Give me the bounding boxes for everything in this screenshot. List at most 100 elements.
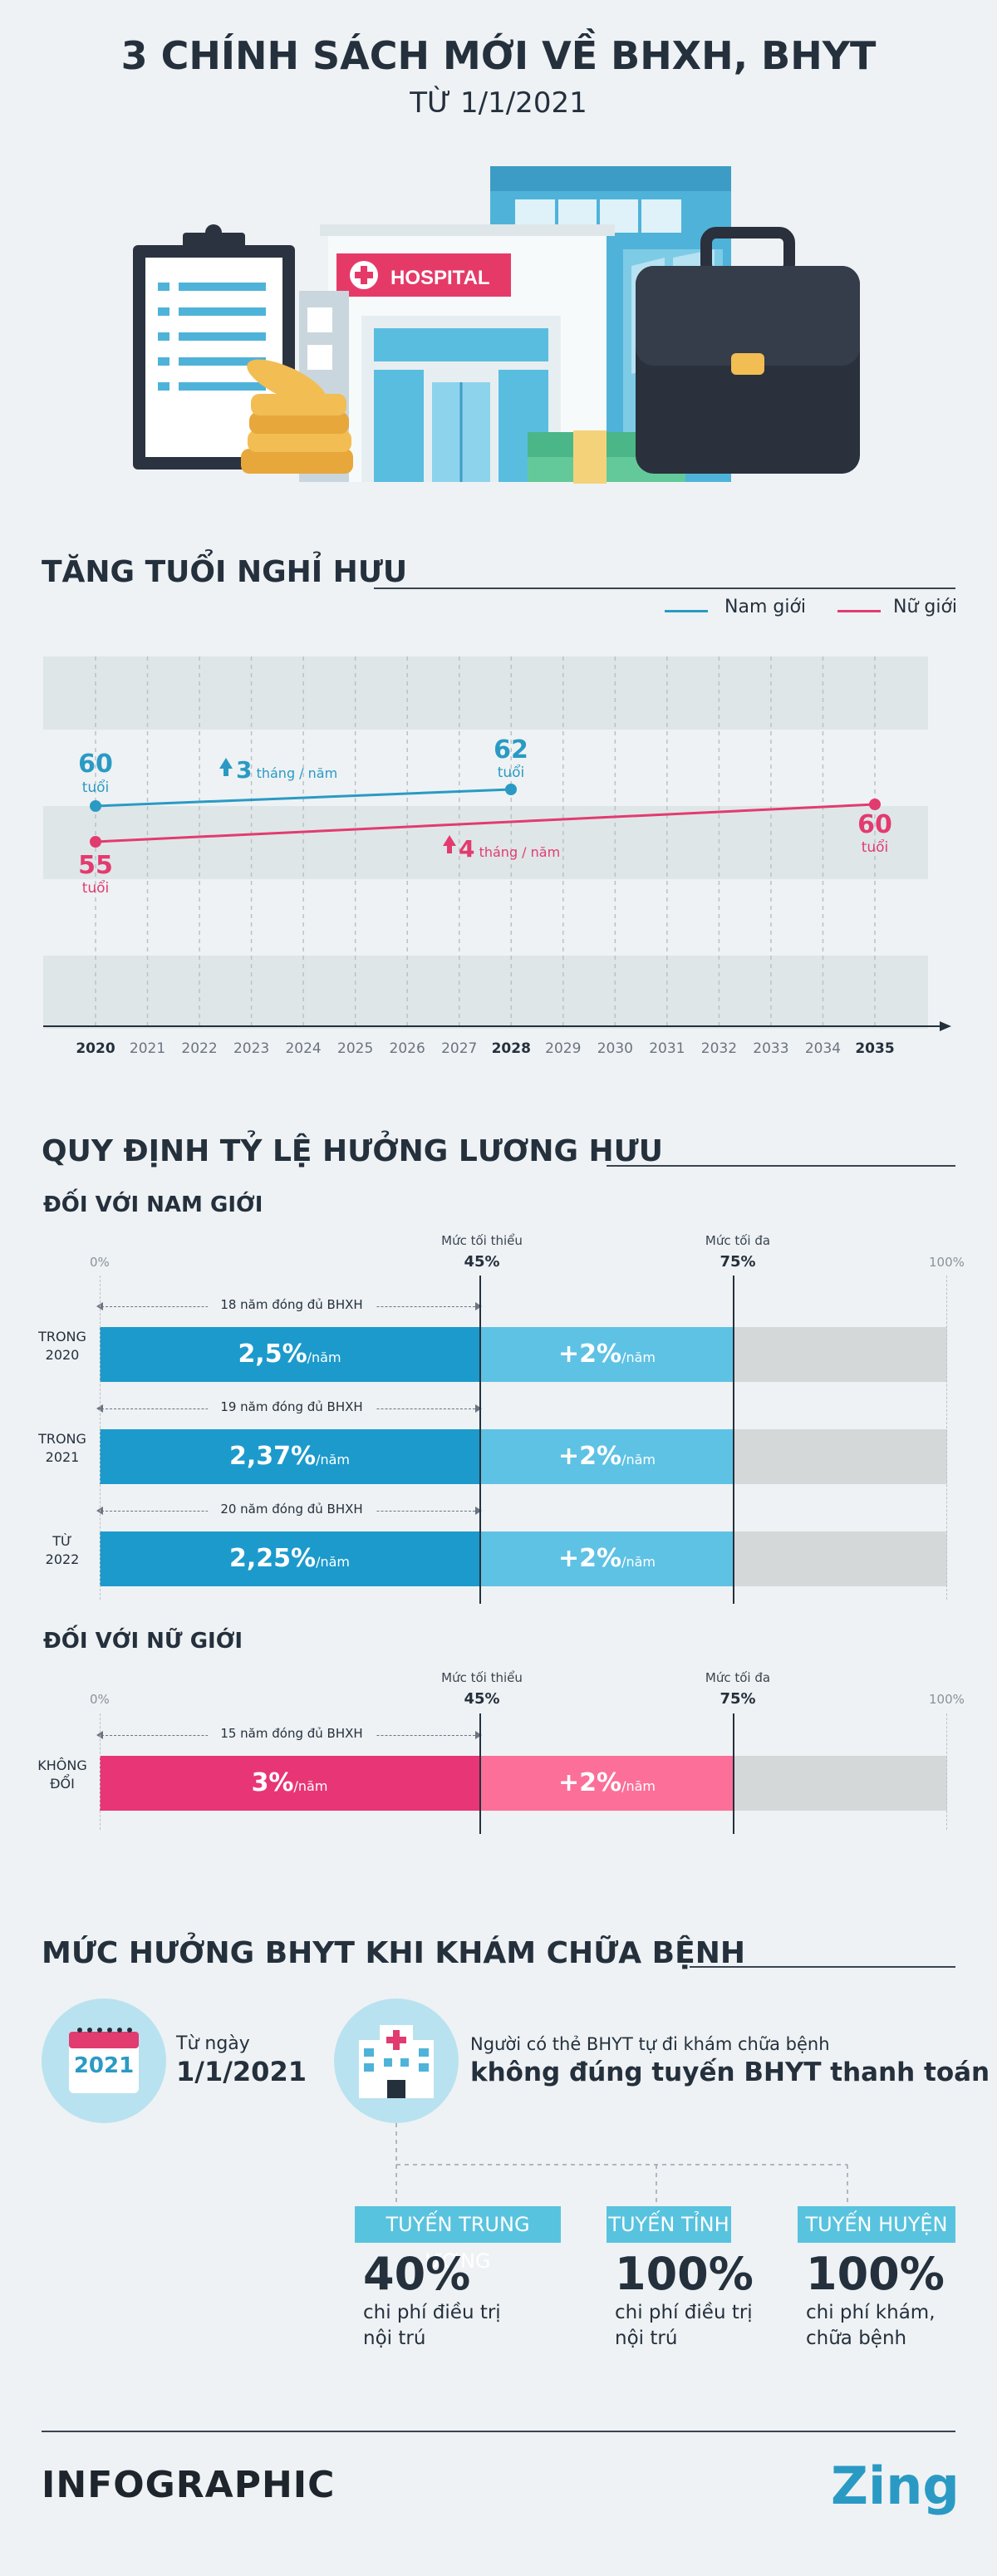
legend-female-swatch xyxy=(837,610,881,612)
female-start-value: 55 xyxy=(78,851,113,880)
remaining-bar xyxy=(734,1327,947,1382)
level-desc-line-2: nội trú xyxy=(363,2328,426,2349)
x-axis-year-label: 2025 xyxy=(337,1040,374,1057)
min-marker-line xyxy=(479,1276,481,1604)
footer-logo[interactable]: Zing xyxy=(831,2456,960,2516)
level-percent: 100% xyxy=(806,2248,945,2300)
female-step: 4 tháng / năm xyxy=(459,835,560,863)
insurance-desc-1: Người có thẻ BHYT tự đi khám chữa bệnh xyxy=(470,2034,830,2054)
min-value: 45% xyxy=(464,1690,500,1708)
extra-rate-unit: /năm xyxy=(621,1349,656,1365)
extra-rate-value: +2% xyxy=(558,1340,622,1369)
extra-rate-unit: /năm xyxy=(621,1452,656,1467)
base-rate-unit: /năm xyxy=(307,1349,341,1365)
base-rate-unit: /năm xyxy=(293,1778,328,1794)
x-axis-year-label: 2032 xyxy=(700,1040,738,1057)
row-label-line-1: TRONG xyxy=(38,1329,86,1345)
scale-line-hundred xyxy=(946,1276,947,1600)
base-rate-bar xyxy=(100,1531,479,1586)
base-rate-text: 2,25%/năm xyxy=(100,1544,479,1573)
remaining-bar xyxy=(734,1756,947,1811)
x-axis-year-label: 2022 xyxy=(181,1040,218,1057)
remaining-bar xyxy=(734,1531,947,1586)
extra-rate-text: +2%/năm xyxy=(481,1340,733,1369)
level-desc: chi phí điều trị nội trú xyxy=(363,2300,501,2352)
pension-male-title: ĐỐI VỚI NAM GIỚI xyxy=(43,1192,263,1217)
level-desc-line-1: chi phí khám, xyxy=(806,2302,936,2323)
male-start-unit: tuổi xyxy=(81,779,110,796)
female-step-unit: tháng / năm xyxy=(479,844,561,860)
years-note: 18 năm đóng đủ BHXH xyxy=(208,1297,376,1312)
row-label-line-2: ĐỔI xyxy=(50,1776,75,1792)
date-value: 1/1/2021 xyxy=(176,2056,307,2087)
remaining-bar xyxy=(734,1429,947,1484)
axis-arrow-icon xyxy=(940,1021,951,1031)
base-rate-unit: /năm xyxy=(316,1554,350,1570)
female-end-value: 60 xyxy=(857,810,892,839)
scale-zero: 0% xyxy=(90,1692,110,1707)
legend-female-label: Nữ giới xyxy=(893,597,958,617)
x-axis-year-label: 2034 xyxy=(804,1040,842,1057)
date-label: Từ ngày xyxy=(176,2033,250,2054)
x-axis-year-label: 2029 xyxy=(545,1040,582,1057)
years-note: 15 năm đóng đủ BHXH xyxy=(208,1726,376,1741)
row-label-line-1: TRONG xyxy=(38,1431,86,1447)
level-desc-line-1: chi phí điều trị xyxy=(615,2302,753,2323)
x-axis-year-label: 2030 xyxy=(597,1040,633,1057)
insurance-section-title: MỨC HƯỞNG BHYT KHI KHÁM CHỮA BỆNH xyxy=(42,1936,745,1970)
arrow-up-icon xyxy=(443,835,456,846)
extra-rate-text: +2%/năm xyxy=(481,1768,733,1797)
row-label-line-1: KHÔNG xyxy=(37,1757,87,1773)
row-label-line-2: 2022 xyxy=(45,1551,80,1567)
pension-section-title: QUY ĐỊNH TỶ LỆ HƯỞNG LƯƠNG HƯU xyxy=(42,1134,663,1168)
extra-rate-bar xyxy=(481,1531,733,1586)
insurance-desc-2: không đúng tuyến BHYT thanh toán xyxy=(470,2057,990,2087)
pension-female-title: ĐỐI VỚI NỮ GIỚI xyxy=(43,1629,243,1654)
min-value: 45% xyxy=(464,1253,500,1271)
scale-zero: 0% xyxy=(90,1255,110,1270)
max-value: 75% xyxy=(720,1690,756,1708)
max-label: Mức tối đa xyxy=(705,1233,771,1248)
page-title: 3 CHÍNH SÁCH MỚI VỀ BHXH, BHYT xyxy=(120,33,877,78)
base-rate-bar xyxy=(100,1327,479,1382)
female-start-point xyxy=(90,836,101,848)
base-rate-unit: /năm xyxy=(316,1452,350,1467)
female-end-point xyxy=(869,799,881,810)
hospital-badge xyxy=(334,1998,459,2123)
level-desc-line-2: chữa bệnh xyxy=(806,2328,907,2349)
level-desc: chi phí khám, chữa bệnh xyxy=(806,2300,936,2352)
base-rate-value: 2,25% xyxy=(229,1544,317,1573)
level-desc: chi phí điều trị nội trú xyxy=(615,2300,753,2352)
section-divider xyxy=(374,587,955,589)
section-divider xyxy=(690,1966,955,1968)
row-label: KHÔNG ĐỔI xyxy=(25,1757,100,1793)
male-step-unit: tháng / năm xyxy=(256,765,338,781)
x-axis-year-label: 2028 xyxy=(491,1040,531,1057)
arrow-right-icon xyxy=(475,1507,482,1515)
row-label: TỪ 2022 xyxy=(25,1532,100,1569)
extra-rate-text: +2%/năm xyxy=(481,1544,733,1573)
calendar-year: 2021 xyxy=(73,2053,135,2078)
male-end-unit: tuổi xyxy=(497,764,525,781)
x-axis-year-label: 2021 xyxy=(129,1040,166,1057)
max-label: Mức tối đa xyxy=(705,1670,771,1685)
page-subtitle: TỪ 1/1/2021 xyxy=(410,86,587,120)
retirement-chart xyxy=(43,656,951,1031)
connector-lines xyxy=(395,2123,848,2206)
male-step-value: 3 xyxy=(236,756,253,784)
max-marker-line xyxy=(733,1713,734,1834)
row-label: TRONG 2020 xyxy=(25,1328,100,1364)
retirement-section-title: TĂNG TUỔI NGHỈ HƯU xyxy=(42,555,408,589)
extra-rate-text: +2%/năm xyxy=(481,1442,733,1471)
scale-line-hundred xyxy=(946,1713,947,1830)
row-label: TRONG 2021 xyxy=(25,1430,100,1467)
x-axis-year-label: 2027 xyxy=(441,1040,478,1057)
extra-rate-value: +2% xyxy=(558,1544,622,1573)
arrow-up-icon xyxy=(219,758,233,769)
base-rate-value: 2,37% xyxy=(229,1442,317,1471)
row-label-line-2: 2020 xyxy=(45,1347,80,1363)
base-rate-bar xyxy=(100,1756,479,1811)
row-label-line-2: 2021 xyxy=(45,1449,80,1465)
level-tag: TUYẾN TỈNH xyxy=(607,2206,731,2243)
female-start-unit: tuổi xyxy=(81,880,110,897)
